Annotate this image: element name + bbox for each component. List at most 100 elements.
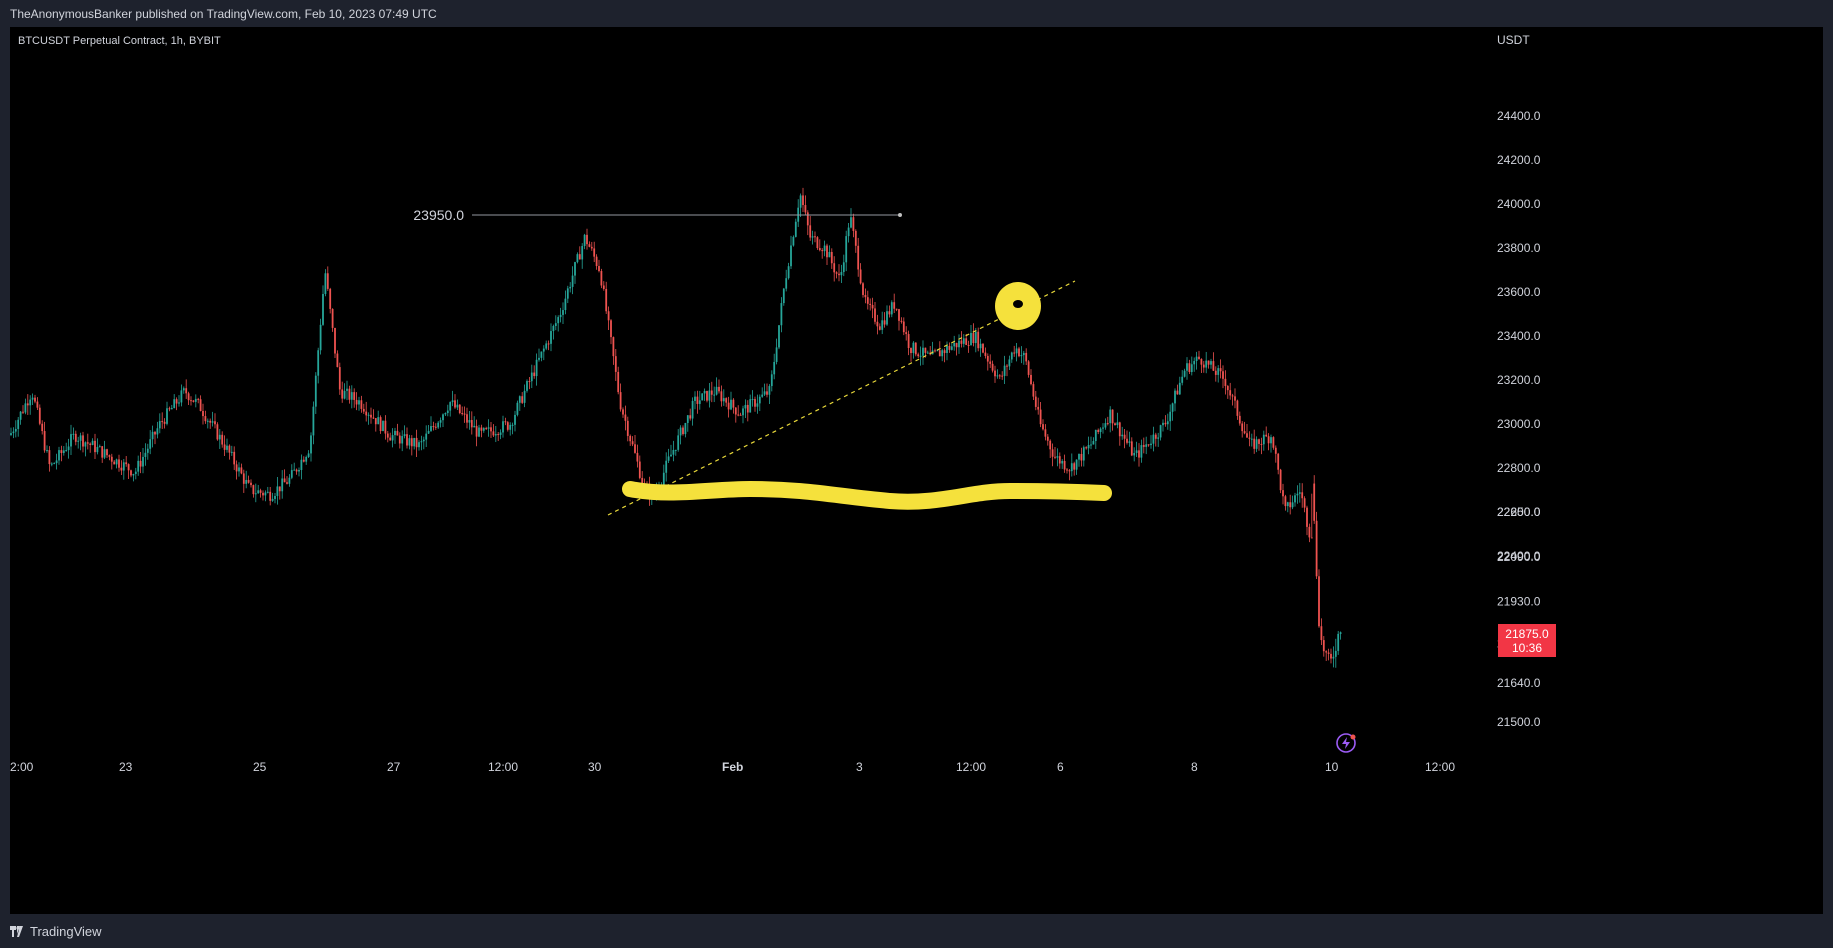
candle-body: [98, 446, 101, 448]
candle-body: [274, 495, 276, 499]
candle-body: [958, 340, 960, 348]
trendline-annotation[interactable]: [607, 280, 1076, 516]
candle-body: [1164, 422, 1167, 425]
candle-body: [204, 416, 207, 422]
symbol-title[interactable]: BTCUSDT Perpetual Contract, 1h, BYBIT: [18, 35, 221, 47]
candle-body: [413, 437, 416, 447]
candle-body: [1315, 520, 1318, 577]
candle-body: [178, 402, 180, 404]
candle-body: [113, 461, 116, 465]
candle-body: [1080, 453, 1083, 461]
candle-body: [12, 431, 15, 434]
candle-body: [703, 390, 706, 394]
candle-body: [221, 434, 224, 445]
candle-body: [785, 278, 788, 289]
candle-body: [581, 246, 584, 260]
candle-body: [586, 234, 588, 245]
candle-body: [1250, 438, 1253, 440]
candle-body: [912, 342, 915, 354]
time-axis[interactable]: 2:00 23 25 27 12:00 30 Feb 3 12:00 6 8 10 12:00: [10, 760, 1455, 774]
candle-body: [986, 355, 989, 362]
candle-body: [780, 303, 783, 326]
candle-body: [377, 417, 380, 425]
candle-body: [84, 442, 87, 447]
candle-body: [682, 427, 684, 435]
candle-body: [338, 367, 341, 390]
candle-body: [101, 446, 104, 458]
candle-body: [953, 342, 956, 347]
highlight-circle-annotation[interactable]: [995, 282, 1041, 330]
candle-body: [871, 305, 874, 309]
candle-body: [331, 308, 334, 328]
candle-body: [828, 251, 831, 258]
candle-body: [722, 398, 725, 402]
candle-body: [182, 388, 185, 391]
candle-body: [842, 262, 845, 273]
candle-body: [530, 372, 533, 382]
candle-body: [1222, 371, 1224, 379]
lightning-icon[interactable]: [1336, 733, 1356, 753]
tradingview-logo[interactable]: TradingView: [10, 924, 102, 939]
candle-body: [118, 459, 120, 468]
candle-body: [766, 391, 768, 395]
candle-body: [859, 269, 862, 284]
price-tick-label: 21930.0: [1497, 595, 1541, 609]
candle-body: [557, 317, 560, 324]
candle-body: [158, 421, 161, 429]
candle-body: [67, 446, 70, 451]
candle-body: [336, 353, 339, 368]
candle-body: [1118, 422, 1121, 437]
candle-body: [739, 414, 742, 416]
price-tick-label: 23200.0: [1497, 373, 1541, 387]
candle-body: [610, 320, 612, 338]
price-tick-label: 24000.0: [1497, 197, 1541, 211]
candle-body: [430, 426, 432, 431]
candle-body: [996, 375, 999, 377]
candle-body: [250, 482, 252, 486]
candle-body: [74, 433, 77, 442]
candle-body: [523, 390, 526, 403]
candle-body: [82, 435, 84, 447]
candle-body: [814, 236, 816, 238]
candle-body: [245, 479, 248, 484]
candle-body: [1130, 441, 1133, 456]
chart-pane[interactable]: 23950.0 BTCUSDT Perpetual Contract, 1h, …: [10, 27, 1823, 914]
candle-body: [154, 431, 156, 435]
candle-body: [166, 408, 168, 424]
candle-body: [19, 411, 22, 420]
candle-body: [833, 263, 836, 273]
candle-body: [1176, 390, 1179, 395]
candle-body: [667, 456, 670, 461]
candle-body: [1008, 359, 1011, 367]
candle-body: [1332, 656, 1335, 659]
candle-body: [1157, 437, 1160, 439]
candle-body: [1128, 441, 1131, 443]
horizontal-level-handle[interactable]: [898, 213, 902, 217]
candle-body: [593, 248, 596, 257]
horizontal-level-annotation[interactable]: 23950.0: [413, 207, 902, 223]
candle-body: [55, 460, 58, 464]
candle-body: [218, 434, 221, 440]
candle-body: [175, 399, 178, 404]
candle-body: [1214, 370, 1217, 375]
candle-body: [127, 464, 130, 471]
price-chart[interactable]: 23950.0 BTCUSDT Perpetual Contract, 1h, …: [10, 27, 1823, 914]
candle-body: [893, 302, 896, 309]
candle-body: [907, 334, 910, 349]
candle-body: [22, 411, 24, 413]
candle-body: [787, 266, 790, 279]
candle-body: [1306, 507, 1308, 527]
candle-body: [125, 462, 128, 465]
candle-body: [614, 356, 617, 372]
candle-body: [146, 448, 149, 453]
candle-body: [475, 425, 478, 437]
candle-body: [1310, 537, 1313, 539]
candle-body: [876, 321, 879, 327]
candle-body: [718, 386, 720, 392]
candle-body: [211, 421, 214, 423]
candle-body: [605, 289, 608, 312]
candle-body: [790, 245, 792, 267]
candle-body: [845, 236, 848, 263]
candle-body: [1138, 450, 1140, 458]
highlight-stroke-annotation[interactable]: [622, 480, 1112, 510]
